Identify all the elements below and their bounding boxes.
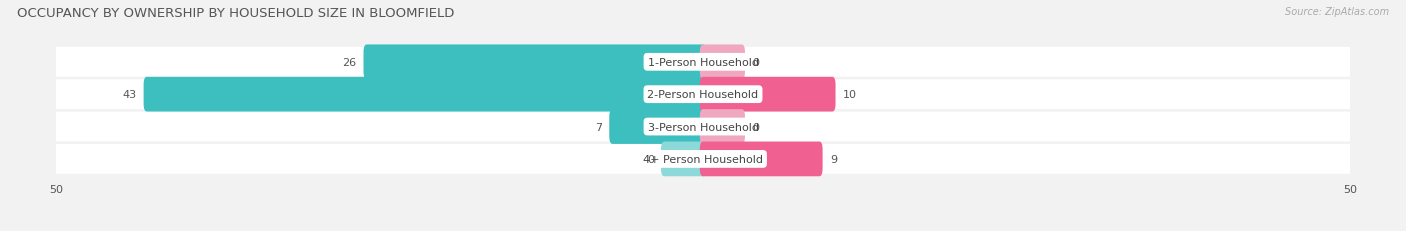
Text: 2-Person Household: 2-Person Household xyxy=(647,90,759,100)
Text: 0: 0 xyxy=(647,154,654,164)
FancyBboxPatch shape xyxy=(609,110,706,144)
Text: 26: 26 xyxy=(342,58,356,67)
FancyBboxPatch shape xyxy=(700,77,835,112)
Text: 7: 7 xyxy=(595,122,602,132)
FancyBboxPatch shape xyxy=(56,112,1350,142)
FancyBboxPatch shape xyxy=(700,45,745,80)
Text: 4+ Person Household: 4+ Person Household xyxy=(643,154,763,164)
FancyBboxPatch shape xyxy=(143,77,706,112)
Text: 0: 0 xyxy=(752,122,759,132)
Text: Source: ZipAtlas.com: Source: ZipAtlas.com xyxy=(1285,7,1389,17)
FancyBboxPatch shape xyxy=(700,110,745,144)
Text: 3-Person Household: 3-Person Household xyxy=(648,122,758,132)
FancyBboxPatch shape xyxy=(661,142,706,176)
FancyBboxPatch shape xyxy=(56,80,1350,109)
FancyBboxPatch shape xyxy=(56,144,1350,174)
FancyBboxPatch shape xyxy=(364,45,706,80)
Text: 10: 10 xyxy=(842,90,856,100)
FancyBboxPatch shape xyxy=(700,142,823,176)
Text: 0: 0 xyxy=(752,58,759,67)
Text: 43: 43 xyxy=(122,90,136,100)
Text: OCCUPANCY BY OWNERSHIP BY HOUSEHOLD SIZE IN BLOOMFIELD: OCCUPANCY BY OWNERSHIP BY HOUSEHOLD SIZE… xyxy=(17,7,454,20)
Text: 9: 9 xyxy=(830,154,837,164)
Legend: Owner-occupied, Renter-occupied: Owner-occupied, Renter-occupied xyxy=(589,228,817,231)
Text: 1-Person Household: 1-Person Household xyxy=(648,58,758,67)
FancyBboxPatch shape xyxy=(56,48,1350,77)
